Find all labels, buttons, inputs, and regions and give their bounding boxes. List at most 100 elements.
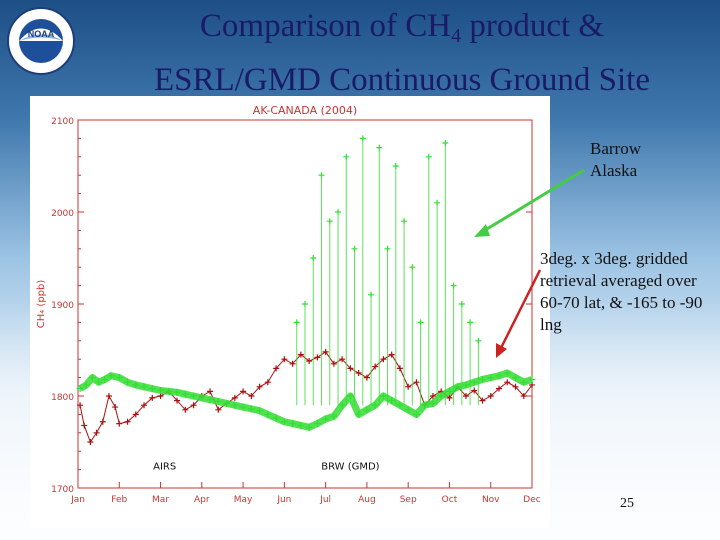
title-line-1: Comparison of CH4 product & bbox=[199, 8, 605, 47]
brw-point bbox=[272, 414, 280, 422]
brw-point bbox=[223, 399, 231, 407]
chart-panel: AK-CANADA (2004) 1700 1800 1900 2000 2100 Jan F… bbox=[30, 96, 550, 528]
x-tick-label: May bbox=[234, 495, 253, 505]
brw-point bbox=[363, 406, 371, 414]
brw-point bbox=[412, 410, 420, 418]
brw-spike-point bbox=[409, 264, 416, 271]
brw-point bbox=[206, 396, 214, 404]
y-tick-label: 1700 bbox=[51, 485, 74, 495]
brw-spike-point bbox=[293, 319, 300, 326]
brw-point bbox=[214, 398, 222, 406]
brw-point bbox=[157, 386, 165, 394]
brw-point bbox=[371, 401, 379, 409]
brw-point bbox=[95, 378, 103, 386]
brw-point bbox=[247, 405, 255, 413]
x-tick-label: Sep bbox=[400, 495, 417, 505]
svg-text:NOAA: NOAA bbox=[28, 29, 55, 39]
brw-spike-point bbox=[458, 301, 465, 307]
brw-point bbox=[429, 399, 437, 407]
x-tick-label: Jun bbox=[276, 495, 291, 505]
brw-point bbox=[148, 385, 156, 393]
brw-spike-point bbox=[384, 245, 391, 252]
arrow-station bbox=[481, 168, 585, 234]
noaa-logo: NOAA bbox=[6, 6, 76, 76]
brw-point bbox=[379, 392, 387, 400]
brw-point bbox=[239, 403, 247, 411]
brw-spike-point bbox=[318, 172, 325, 179]
brw-point bbox=[82, 381, 90, 389]
arrow-retrieval bbox=[498, 269, 542, 351]
brw-point bbox=[305, 423, 313, 431]
brw-point bbox=[231, 401, 239, 409]
brw-point bbox=[190, 392, 198, 400]
brw-point bbox=[528, 375, 536, 383]
y-tick-label: 1900 bbox=[51, 301, 74, 311]
brw-spike-point bbox=[326, 218, 333, 225]
brw-point bbox=[297, 421, 305, 429]
brw-point bbox=[346, 392, 354, 400]
brw-spike-point bbox=[401, 218, 408, 225]
brw-point bbox=[256, 407, 264, 415]
brw-point bbox=[322, 415, 330, 423]
arrow-station-head bbox=[474, 224, 490, 237]
brw-point bbox=[462, 381, 470, 389]
brw-point bbox=[470, 378, 478, 386]
y-axis-label: CH₄ (ppb) bbox=[36, 280, 47, 329]
brw-spike-point bbox=[376, 144, 383, 151]
retrieval-note: 3deg. x 3deg. gridded retrieval averaged… bbox=[540, 249, 703, 334]
brw-spike-point bbox=[335, 209, 342, 215]
brw-spike-point bbox=[351, 245, 358, 252]
brw-point bbox=[101, 375, 109, 383]
brw-spike-point bbox=[442, 140, 449, 146]
x-tick-label: Jan bbox=[70, 495, 85, 505]
brw-spike-point bbox=[417, 319, 424, 326]
brw-point bbox=[454, 383, 462, 391]
brw-point bbox=[495, 372, 503, 380]
brw-point bbox=[487, 374, 495, 382]
brw-point bbox=[511, 374, 519, 382]
brw-spike-point bbox=[343, 153, 350, 160]
x-tick-label: Apr bbox=[194, 495, 210, 505]
brw-point bbox=[132, 381, 140, 389]
brw-point bbox=[173, 388, 181, 396]
brw-spike-point bbox=[359, 135, 366, 142]
brw-point bbox=[437, 392, 445, 400]
x-tick-label: Nov bbox=[482, 495, 500, 505]
brw-point bbox=[421, 401, 429, 409]
brw-point bbox=[520, 378, 528, 386]
brw-spike-point bbox=[310, 255, 317, 261]
brw-point bbox=[124, 378, 132, 386]
station-note: Barrow Alaska bbox=[590, 139, 641, 180]
brw-point bbox=[264, 410, 272, 418]
x-tick-label: Feb bbox=[111, 495, 127, 505]
series-label: AIRS bbox=[153, 462, 176, 473]
brw-point bbox=[140, 383, 148, 391]
brw-spike-point bbox=[392, 163, 399, 169]
x-tick-label: Mar bbox=[152, 495, 169, 505]
page-number: 25 bbox=[620, 496, 634, 511]
brw-spike-point bbox=[368, 291, 375, 298]
brw-point bbox=[355, 410, 363, 418]
brw-spike-point bbox=[425, 153, 432, 160]
brw-point bbox=[165, 387, 173, 395]
ch4-chart: AK-CANADA (2004) 1700 1800 1900 2000 2100 Jan F… bbox=[36, 104, 541, 505]
series-label: BRW (GMD) bbox=[321, 462, 379, 473]
x-tick-label: Dec bbox=[523, 495, 540, 505]
y-tick-label: 2000 bbox=[51, 209, 74, 219]
brw-point bbox=[76, 385, 84, 393]
slide-title: Comparison of CH4 product & ESRL/GMD Con… bbox=[92, 4, 712, 102]
brw-spike-point bbox=[467, 319, 474, 326]
brw-point bbox=[181, 390, 189, 398]
x-tick-label: Aug bbox=[358, 495, 376, 505]
chart-title: AK-CANADA (2004) bbox=[253, 104, 357, 117]
brw-point bbox=[313, 420, 321, 428]
brw-point bbox=[396, 401, 404, 409]
brw-point bbox=[388, 397, 396, 405]
brw-spike-point bbox=[475, 337, 482, 344]
brw-point bbox=[88, 374, 96, 382]
brw-point bbox=[107, 372, 115, 380]
title-line-2: ESRL/GMD Continuous Ground Site bbox=[154, 62, 650, 98]
x-tick-label: Oct bbox=[442, 495, 458, 505]
arrow-retrieval-head bbox=[496, 343, 507, 358]
